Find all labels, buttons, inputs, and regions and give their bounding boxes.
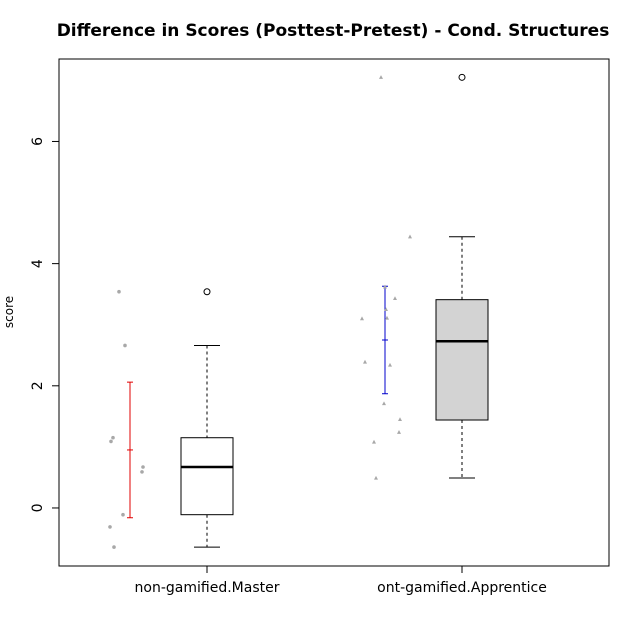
data-point [388, 362, 392, 367]
data-point [109, 439, 113, 444]
data-point [385, 315, 389, 320]
x-category-label: ont-gamified.Apprentice [377, 580, 547, 596]
data-point [383, 284, 387, 289]
data-point [363, 359, 367, 364]
data-point [408, 234, 412, 239]
data-point [374, 475, 378, 480]
data-point [382, 401, 386, 406]
data-point [397, 430, 401, 434]
data-point [360, 316, 364, 321]
x-category-label: non-gamified.Master [135, 580, 280, 596]
chart-title: Difference in Scores (Posttest-Pretest) … [57, 21, 610, 41]
y-axis-label: score [2, 296, 16, 328]
plot-frame [58, 58, 610, 567]
data-point [379, 75, 383, 79]
data-point [121, 512, 125, 517]
y-tick-label: 0 [30, 504, 46, 513]
y-tick-label: 4 [30, 259, 46, 268]
data-point [393, 296, 397, 301]
data-point [111, 435, 115, 440]
data-point [398, 417, 402, 421]
data-point [140, 470, 144, 474]
outlier-point [458, 73, 466, 81]
box [180, 437, 234, 516]
data-point [141, 465, 145, 469]
outlier-point [203, 288, 211, 296]
data-point [112, 545, 116, 549]
chart-marks: 0 2 4 6 non-gamified.Master ont-gamified.Appr… [30, 73, 547, 596]
box [435, 299, 489, 421]
data-point [108, 525, 112, 529]
y-tick-label: 6 [30, 137, 46, 146]
data-point [372, 439, 376, 444]
data-point [123, 343, 127, 348]
y-tick-label: 2 [30, 381, 46, 390]
data-point [384, 307, 388, 312]
data-point [117, 289, 121, 294]
